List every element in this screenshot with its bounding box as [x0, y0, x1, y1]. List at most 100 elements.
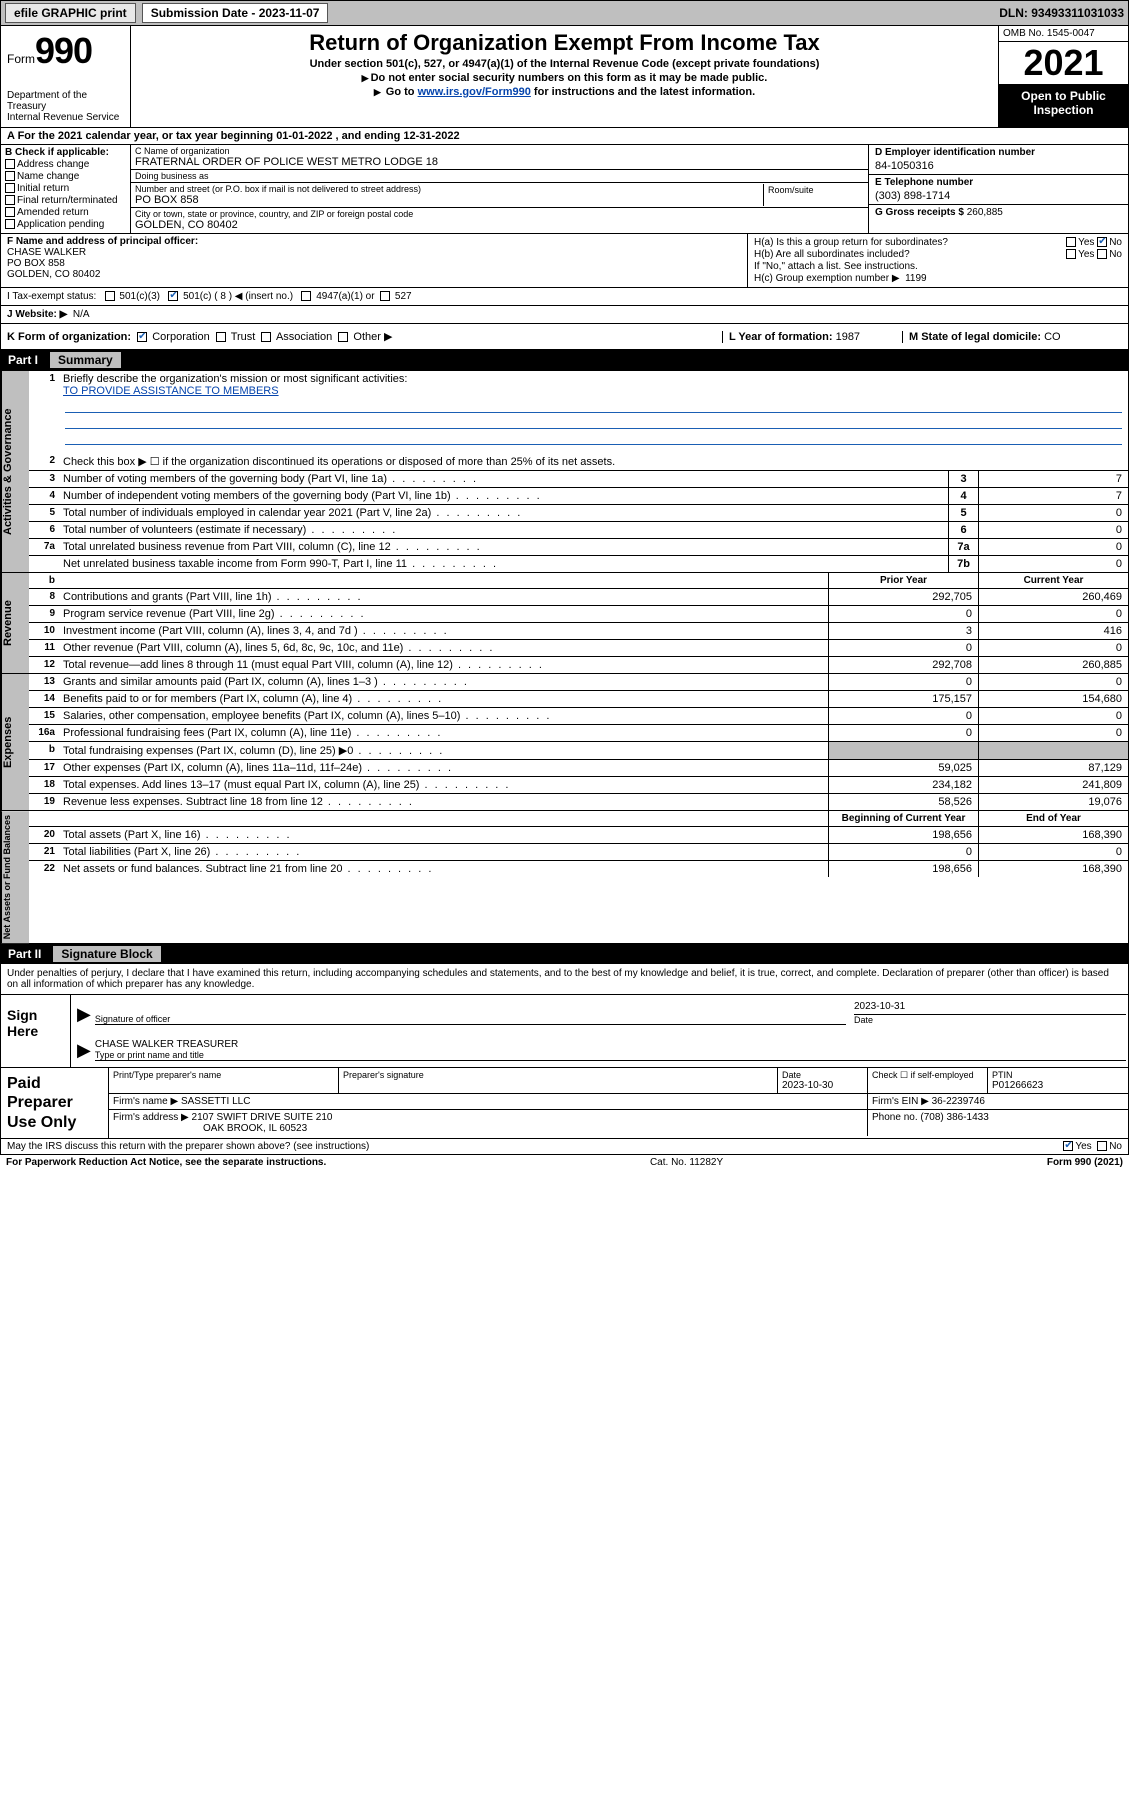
k-other-checkbox[interactable]: [338, 332, 348, 342]
4947-checkbox[interactable]: [301, 291, 311, 301]
line-box: 3: [948, 471, 978, 487]
line-num: b: [29, 742, 59, 759]
name-title-value: CHASE WALKER TREASURER: [95, 1039, 1126, 1050]
hb-yes-label: Yes: [1078, 249, 1094, 260]
checkbox-name-change[interactable]: [5, 171, 15, 181]
street-label: Number and street (or P.O. box if mail i…: [135, 184, 763, 194]
gov-row: 4 Number of independent voting members o…: [29, 488, 1128, 505]
ein-label: D Employer identification number: [875, 147, 1122, 158]
k-trust-label: Trust: [231, 331, 256, 343]
line-text: Total unrelated business revenue from Pa…: [59, 539, 948, 555]
prior-value: 175,157: [828, 691, 978, 707]
current-value: 168,390: [978, 861, 1128, 877]
527-checkbox[interactable]: [380, 291, 390, 301]
gov-row: 6 Total number of volunteers (estimate i…: [29, 522, 1128, 539]
data-row: 16a Professional fundraising fees (Part …: [29, 725, 1128, 742]
line-num: 17: [29, 760, 59, 776]
k-corp-checkbox[interactable]: [137, 332, 147, 342]
part-I-header: Part I Summary: [0, 350, 1129, 370]
officer-street: PO BOX 858: [7, 258, 741, 269]
checkbox-initial-return[interactable]: [5, 183, 15, 193]
ha-no-checkbox[interactable]: [1097, 237, 1107, 247]
line-text: Total fundraising expenses (Part IX, col…: [59, 742, 828, 759]
part-I-num: Part I: [8, 353, 38, 367]
prior-value: 198,656: [828, 827, 978, 843]
current-value: 260,885: [978, 657, 1128, 673]
hc-value: 1199: [905, 273, 927, 284]
checkbox-amended[interactable]: [5, 207, 15, 217]
ha-yes-label: Yes: [1078, 237, 1094, 248]
column-F-officer: F Name and address of principal officer:…: [1, 234, 748, 287]
data-row: 9 Program service revenue (Part VIII, li…: [29, 606, 1128, 623]
prior-value: 3: [828, 623, 978, 639]
current-value: 168,390: [978, 827, 1128, 843]
line-num: 8: [29, 589, 59, 605]
hb-no-checkbox[interactable]: [1097, 249, 1107, 259]
line-num: 7a: [29, 539, 59, 555]
line-box: 4: [948, 488, 978, 504]
checkbox-application-pending[interactable]: [5, 219, 15, 229]
form-header-center: Return of Organization Exempt From Incom…: [131, 26, 998, 127]
paperwork-notice: For Paperwork Reduction Act Notice, see …: [6, 1157, 326, 1168]
501c3-checkbox[interactable]: [105, 291, 115, 301]
ha-yes-checkbox[interactable]: [1066, 237, 1076, 247]
discuss-no-label: No: [1109, 1141, 1122, 1152]
current-value: 416: [978, 623, 1128, 639]
form-header-left: Form 990 Department of the Treasury Inte…: [1, 26, 131, 127]
current-value: 0: [978, 844, 1128, 860]
tax-year: 2021: [999, 42, 1128, 85]
col-prior-year: Prior Year: [828, 573, 978, 588]
form-title: Return of Organization Exempt From Incom…: [139, 30, 990, 56]
part-II-title: Signature Block: [53, 946, 160, 962]
efile-print-button[interactable]: efile GRAPHIC print: [5, 3, 136, 23]
k-trust-checkbox[interactable]: [216, 332, 226, 342]
line-num: 16a: [29, 725, 59, 741]
city-value: GOLDEN, CO 80402: [135, 219, 864, 231]
data-row: b Total fundraising expenses (Part IX, c…: [29, 742, 1128, 760]
row-A-taxyear: A For the 2021 calendar year, or tax yea…: [0, 128, 1129, 145]
data-row: 11 Other revenue (Part VIII, column (A),…: [29, 640, 1128, 657]
ha-no-label: No: [1109, 237, 1122, 248]
line-box: 7b: [948, 556, 978, 572]
website-value: N/A: [73, 309, 90, 320]
data-row: 8 Contributions and grants (Part VIII, l…: [29, 589, 1128, 606]
line1-num: 1: [29, 371, 59, 399]
irs-link[interactable]: www.irs.gov/Form990: [418, 86, 531, 98]
hb-yes-checkbox[interactable]: [1066, 249, 1076, 259]
checkbox-address-change[interactable]: [5, 159, 15, 169]
501c-checkbox[interactable]: [168, 291, 178, 301]
line-value: 7: [978, 488, 1128, 504]
current-value: 0: [978, 640, 1128, 656]
discuss-no-checkbox[interactable]: [1097, 1141, 1107, 1151]
line-text: Professional fundraising fees (Part IX, …: [59, 725, 828, 741]
data-row: 15 Salaries, other compensation, employe…: [29, 708, 1128, 725]
mission-blank-lines: [29, 399, 1128, 453]
checkbox-final-return[interactable]: [5, 195, 15, 205]
firm-ein-label: Firm's EIN ▶: [872, 1096, 929, 1107]
dba-label: Doing business as: [135, 171, 864, 181]
column-H: H(a) Is this a group return for subordin…: [748, 234, 1128, 287]
prior-value: 0: [828, 708, 978, 724]
cb-label-2: Initial return: [17, 183, 69, 194]
discuss-row: May the IRS discuss this return with the…: [0, 1139, 1129, 1155]
prior-value: 292,705: [828, 589, 978, 605]
k-label: K Form of organization:: [7, 331, 131, 343]
officer-signature-field[interactable]: Signature of officer: [95, 1002, 846, 1025]
k-assoc-checkbox[interactable]: [261, 332, 271, 342]
data-row: 20 Total assets (Part X, line 16) 198,65…: [29, 827, 1128, 844]
501c-label: 501(c) ( 8 ) ◀ (insert no.): [183, 291, 293, 302]
L-value: 1987: [836, 331, 860, 343]
form-header-right: OMB No. 1545-0047 2021 Open to Public In…: [998, 26, 1128, 127]
mission-text[interactable]: TO PROVIDE ASSISTANCE TO MEMBERS: [63, 385, 279, 397]
line-num: 4: [29, 488, 59, 504]
line-text: Investment income (Part VIII, column (A)…: [59, 623, 828, 639]
discuss-yes-checkbox[interactable]: [1063, 1141, 1073, 1151]
current-value: 0: [978, 708, 1128, 724]
firm-addr2: OAK BROOK, IL 60523: [203, 1123, 307, 1134]
discuss-yes-label: Yes: [1075, 1141, 1091, 1152]
line-text: Benefits paid to or for members (Part IX…: [59, 691, 828, 707]
line1-text: Briefly describe the organization's miss…: [63, 373, 407, 385]
line-num: 11: [29, 640, 59, 656]
sign-here-label: Sign Here: [1, 995, 71, 1067]
firm-name-label: Firm's name ▶: [113, 1096, 178, 1107]
